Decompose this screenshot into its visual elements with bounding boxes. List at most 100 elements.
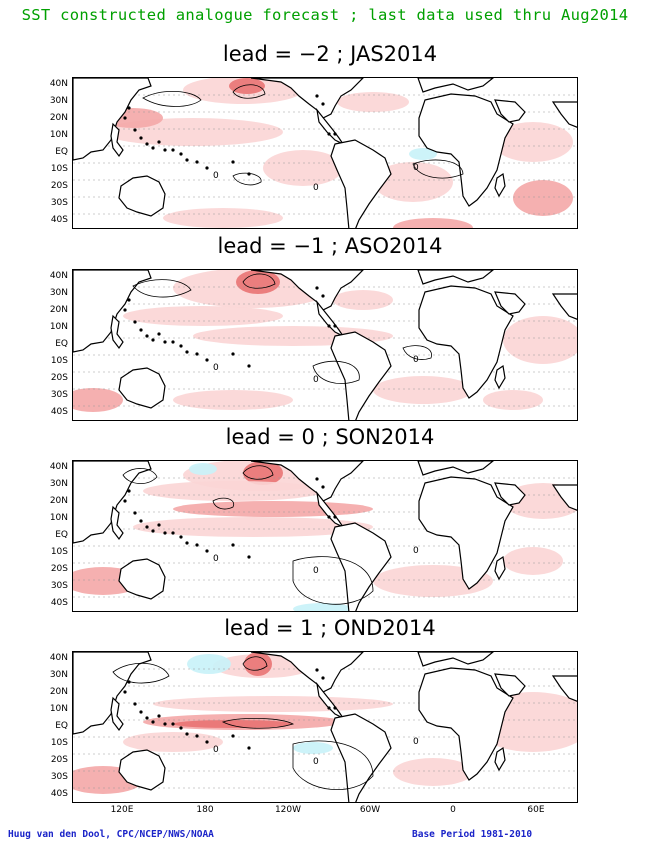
- zero-contour: [402, 345, 432, 360]
- anomaly-shading: [333, 290, 393, 310]
- contour-label: 0: [313, 566, 319, 576]
- island: [163, 340, 167, 344]
- figure-title: SST constructed analogue forecast ; last…: [21, 6, 629, 24]
- island: [171, 148, 175, 152]
- land-australia: [118, 749, 166, 791]
- island: [195, 734, 199, 738]
- land-europe: [417, 652, 494, 667]
- island: [151, 720, 155, 724]
- lat-label: 20S: [50, 181, 68, 191]
- island: [163, 531, 167, 535]
- sst-anomaly-field: 0 0 0: [73, 461, 577, 611]
- zero-contour: [132, 279, 192, 298]
- island: [333, 132, 337, 136]
- sst-map-panel-4: 0 0 0: [72, 651, 578, 803]
- lat-label: 20N: [49, 687, 68, 697]
- island: [157, 714, 161, 718]
- contour-label: 0: [413, 163, 419, 173]
- island: [171, 531, 175, 535]
- island: [133, 320, 137, 324]
- lat-label: 30N: [49, 96, 68, 106]
- land-madagascar: [494, 172, 506, 198]
- anomaly-shading: [293, 742, 333, 754]
- zero-contour: [242, 656, 268, 671]
- island: [133, 511, 137, 515]
- lat-label: 40N: [49, 462, 68, 472]
- island: [315, 477, 319, 481]
- zero-contour: [221, 717, 294, 729]
- island: [133, 128, 137, 132]
- land-india: [551, 293, 577, 320]
- lat-label: 30S: [50, 581, 68, 591]
- sst-map-panel-2: 0 0 0: [72, 269, 578, 421]
- lat-label: 40S: [50, 215, 68, 225]
- lon-axis: 120E 180 120W 60W 0 60E: [72, 805, 578, 817]
- credit-text: Huug van den Dool, CPC/NCEP/NWS/NOAA: [8, 829, 214, 840]
- island: [321, 676, 325, 680]
- lat-label: 10S: [50, 738, 68, 748]
- island: [127, 298, 131, 302]
- anomaly-shading: [483, 390, 543, 410]
- contour-label: 0: [313, 375, 319, 385]
- panel-title-lead-minus-1: lead = −1 ; ASO2014: [217, 234, 443, 258]
- island: [321, 485, 325, 489]
- lon-label: 120E: [110, 805, 134, 815]
- lon-label: 120W: [274, 805, 302, 815]
- island: [205, 740, 209, 744]
- sst-map-panel-3: 0 0 0: [72, 460, 578, 612]
- island: [231, 734, 235, 738]
- island: [179, 344, 183, 348]
- land-asia: [73, 461, 152, 544]
- island: [327, 515, 331, 519]
- island: [139, 328, 143, 332]
- island: [205, 549, 209, 553]
- island: [145, 142, 149, 146]
- island: [139, 519, 143, 523]
- anomaly-shading: [393, 758, 473, 786]
- island: [163, 722, 167, 726]
- land-europe: [417, 270, 494, 285]
- lat-label: 10N: [49, 704, 68, 714]
- island: [179, 152, 183, 156]
- anomaly-shading: [513, 180, 573, 216]
- land-asia: [73, 270, 152, 353]
- anomaly-shading: [173, 501, 373, 517]
- lat-label: 40S: [50, 407, 68, 417]
- lon-label: 60W: [359, 805, 381, 815]
- anomaly-shading: [263, 150, 343, 186]
- land-asia: [73, 78, 152, 161]
- land-samerica: [330, 139, 392, 228]
- lat-label: 10S: [50, 356, 68, 366]
- island: [231, 543, 235, 547]
- lat-label: 40N: [49, 271, 68, 281]
- island: [333, 706, 337, 710]
- island: [127, 106, 131, 110]
- land-asia: [73, 652, 152, 735]
- anomaly-shading: [73, 388, 123, 412]
- land-africa: [418, 476, 514, 590]
- lat-label: 20S: [50, 373, 68, 383]
- sst-anomaly-field: 0 0 0: [73, 78, 577, 228]
- land-samerica: [330, 331, 392, 420]
- zero-contour: [312, 360, 360, 384]
- island: [133, 702, 137, 706]
- island: [321, 294, 325, 298]
- anomaly-shading: [503, 547, 563, 575]
- zero-contour: [292, 740, 374, 790]
- land-indochina: [110, 314, 124, 350]
- land-australia: [118, 558, 166, 600]
- island: [157, 140, 161, 144]
- island: [195, 352, 199, 356]
- lat-label: 30N: [49, 479, 68, 489]
- lat-label: EQ: [55, 721, 68, 731]
- anomaly-shading: [153, 696, 393, 712]
- island: [333, 515, 337, 519]
- lat-label: 10N: [49, 513, 68, 523]
- island: [315, 94, 319, 98]
- anomaly-shading: [244, 652, 272, 676]
- contour-label: 0: [413, 546, 419, 556]
- sst-anomaly-field: 0 0 0: [73, 652, 577, 802]
- land-india: [551, 101, 577, 128]
- island: [247, 555, 251, 559]
- land-australia: [118, 367, 166, 409]
